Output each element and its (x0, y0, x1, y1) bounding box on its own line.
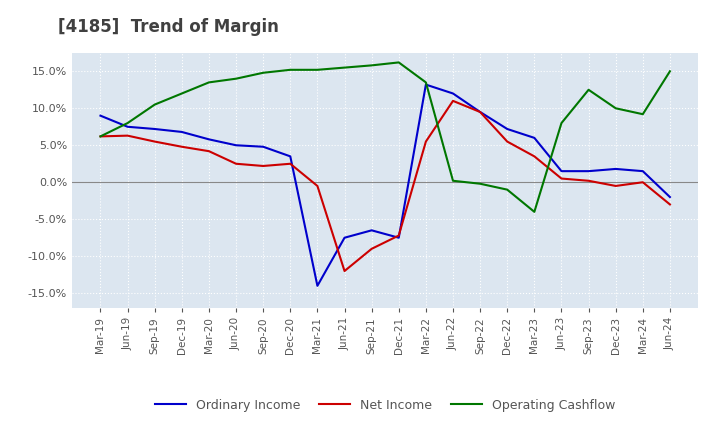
Operating Cashflow (286, 67, 294, 73)
Net Income (503, 139, 511, 144)
Ordinary Income (449, 91, 457, 96)
Operating Cashflow (341, 65, 349, 70)
Ordinary Income (584, 169, 593, 174)
Net Income (665, 202, 674, 207)
Operating Cashflow (96, 134, 105, 139)
Line: Ordinary Income: Ordinary Income (101, 84, 670, 286)
Net Income (476, 109, 485, 114)
Ordinary Income (123, 124, 132, 129)
Operating Cashflow (557, 121, 566, 126)
Net Income (584, 178, 593, 183)
Text: [4185]  Trend of Margin: [4185] Trend of Margin (58, 18, 279, 36)
Operating Cashflow (204, 80, 213, 85)
Operating Cashflow (313, 67, 322, 73)
Ordinary Income (557, 169, 566, 174)
Operating Cashflow (123, 121, 132, 126)
Ordinary Income (611, 166, 620, 172)
Net Income (395, 233, 403, 238)
Operating Cashflow (395, 60, 403, 65)
Ordinary Income (476, 109, 485, 114)
Operating Cashflow (639, 112, 647, 117)
Operating Cashflow (449, 178, 457, 183)
Net Income (341, 268, 349, 274)
Ordinary Income (503, 126, 511, 132)
Net Income (123, 133, 132, 138)
Line: Operating Cashflow: Operating Cashflow (101, 62, 670, 212)
Ordinary Income (367, 227, 376, 233)
Net Income (449, 98, 457, 103)
Ordinary Income (395, 235, 403, 240)
Line: Net Income: Net Income (101, 101, 670, 271)
Net Income (150, 139, 159, 144)
Net Income (611, 183, 620, 189)
Operating Cashflow (584, 87, 593, 92)
Legend: Ordinary Income, Net Income, Operating Cashflow: Ordinary Income, Net Income, Operating C… (150, 394, 621, 417)
Net Income (204, 149, 213, 154)
Net Income (232, 161, 240, 166)
Ordinary Income (204, 137, 213, 142)
Net Income (530, 154, 539, 159)
Ordinary Income (639, 169, 647, 174)
Net Income (639, 180, 647, 185)
Net Income (557, 176, 566, 181)
Operating Cashflow (421, 80, 430, 85)
Net Income (96, 134, 105, 139)
Operating Cashflow (665, 69, 674, 74)
Ordinary Income (96, 113, 105, 118)
Ordinary Income (232, 143, 240, 148)
Net Income (313, 183, 322, 189)
Ordinary Income (341, 235, 349, 240)
Net Income (259, 163, 268, 169)
Operating Cashflow (232, 76, 240, 81)
Operating Cashflow (178, 91, 186, 96)
Operating Cashflow (150, 102, 159, 107)
Operating Cashflow (476, 181, 485, 187)
Operating Cashflow (530, 209, 539, 214)
Operating Cashflow (611, 106, 620, 111)
Ordinary Income (178, 129, 186, 135)
Net Income (421, 139, 430, 144)
Ordinary Income (530, 135, 539, 140)
Ordinary Income (259, 144, 268, 150)
Ordinary Income (665, 194, 674, 200)
Ordinary Income (150, 126, 159, 132)
Ordinary Income (421, 82, 430, 87)
Ordinary Income (313, 283, 322, 289)
Net Income (286, 161, 294, 166)
Ordinary Income (286, 154, 294, 159)
Operating Cashflow (259, 70, 268, 75)
Net Income (178, 144, 186, 150)
Operating Cashflow (503, 187, 511, 192)
Operating Cashflow (367, 63, 376, 68)
Net Income (367, 246, 376, 252)
